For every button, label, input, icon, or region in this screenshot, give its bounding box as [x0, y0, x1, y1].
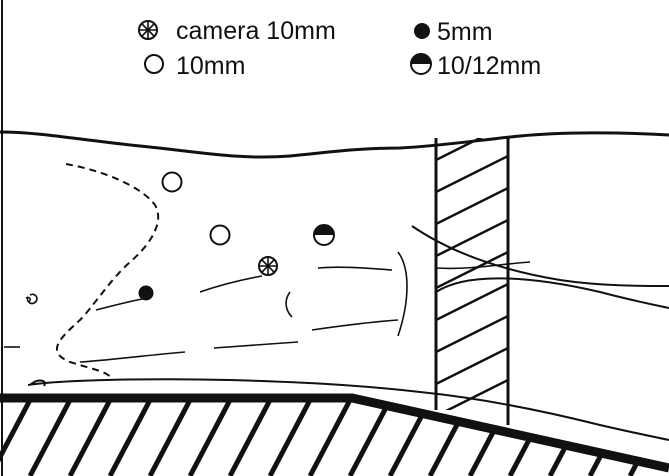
open-circle-icon — [144, 54, 164, 74]
body-top-contour — [0, 130, 669, 159]
dashed-outline — [56, 163, 160, 381]
filled-circle-icon — [414, 23, 430, 39]
legend-label-10mm: 10mm — [176, 52, 245, 80]
ports — [138, 171, 335, 301]
port-10mm-upper — [161, 171, 183, 193]
tissue-curves — [411, 225, 669, 309]
interior-contours — [4, 251, 531, 363]
legend-label-5mm: 5mm — [437, 18, 493, 46]
hatched-floor — [0, 393, 669, 476]
legend: camera 10mm 5mm 10mm 10/12mm — [138, 17, 541, 80]
hatched-column — [434, 136, 510, 425]
lower-boundary-thin — [27, 378, 669, 441]
port-camera-10mm — [258, 256, 278, 276]
half-filled-circle-icon — [410, 53, 432, 75]
port-5mm — [138, 285, 154, 301]
port-10-12mm — [313, 224, 335, 246]
port-10mm-middle — [209, 224, 231, 246]
legend-label-10-12mm: 10/12mm — [437, 52, 541, 80]
legend-label-camera: camera 10mm — [176, 17, 336, 45]
lower-boundary-fold — [29, 379, 46, 387]
circle-with-cross-icon — [138, 20, 158, 40]
